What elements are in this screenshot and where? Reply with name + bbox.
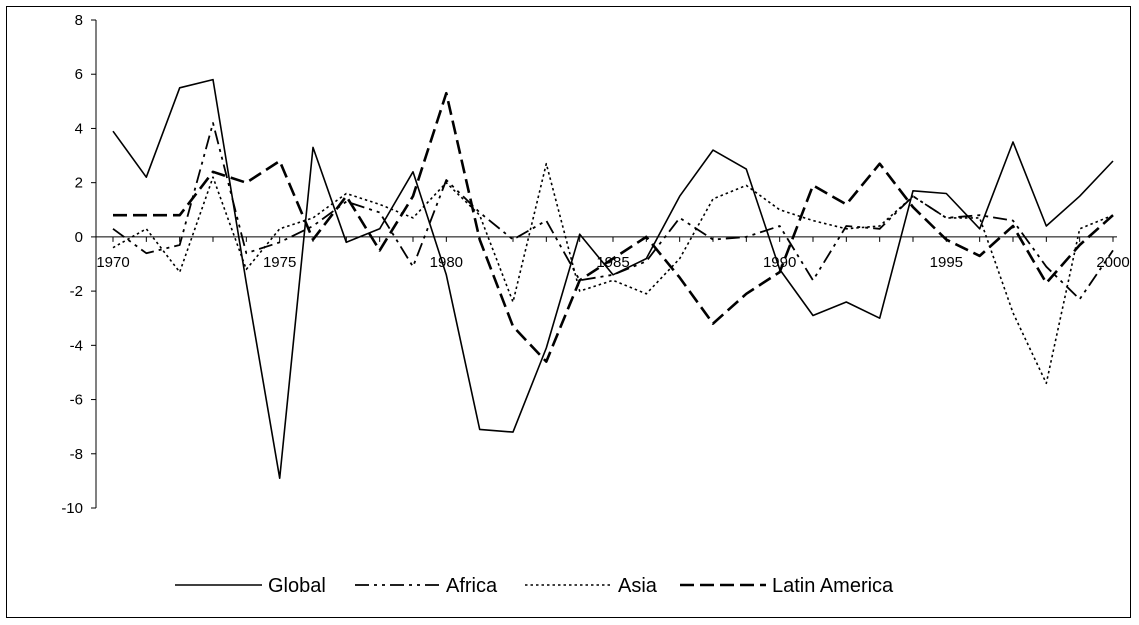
legend: Global Africa Asia Latin America	[175, 575, 894, 597]
y-tick-label: 8	[75, 12, 83, 29]
legend-item-asia: Asia	[525, 575, 658, 597]
y-tick-label: -10	[61, 500, 83, 517]
y-tick-label: -2	[70, 283, 83, 300]
x-tick-label: 1970	[96, 254, 129, 271]
x-tick-label: 1995	[930, 254, 963, 271]
legend-label: Asia	[618, 575, 658, 597]
y-tick-label: 0	[75, 229, 83, 246]
series-line-africa	[112, 122, 1114, 301]
legend-label: Latin America	[772, 575, 894, 597]
x-tick-label: 1975	[263, 254, 296, 271]
y-tick-labels: -10 -8 -6 -4 -2 0 2 4 6 8	[61, 12, 83, 517]
y-tick-label: 2	[75, 175, 83, 192]
y-tick-label: -4	[70, 337, 83, 354]
legend-item-latin-america: Latin America	[680, 575, 894, 597]
x-tick-label: 1985	[596, 254, 629, 271]
legend-label: Global	[268, 575, 326, 597]
series-lines	[112, 78, 1114, 480]
x-tick-labels: 1970 1975 1980 1985 1990 1995 2000	[96, 254, 1129, 271]
x-tick-label: 1980	[430, 254, 463, 271]
series-line-asia	[112, 162, 1114, 385]
chart-frame	[6, 6, 1131, 618]
series-line-global	[112, 78, 1114, 480]
y-tick-label: -6	[70, 392, 83, 409]
y-tick-label: 6	[75, 66, 83, 83]
legend-label: Africa	[446, 575, 498, 597]
x-tick-label: 1990	[763, 254, 796, 271]
series-line-latin-america	[113, 91, 1114, 363]
y-tick-label: 4	[75, 120, 83, 137]
x-tick-label: 2000	[1096, 254, 1129, 271]
legend-item-global: Global	[175, 575, 326, 597]
legend-item-africa: Africa	[355, 575, 498, 597]
y-tick-label: -8	[70, 446, 83, 463]
